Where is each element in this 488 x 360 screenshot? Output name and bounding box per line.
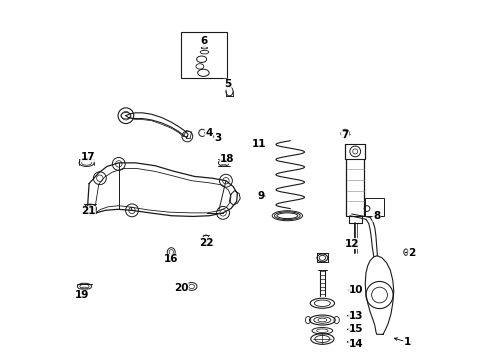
Text: 7: 7 <box>341 130 348 140</box>
Text: 4: 4 <box>204 128 212 138</box>
Text: 22: 22 <box>198 238 213 248</box>
Text: 8: 8 <box>372 211 380 221</box>
Text: 2: 2 <box>407 248 414 258</box>
Text: 11: 11 <box>252 139 266 149</box>
Text: 15: 15 <box>348 324 363 334</box>
Text: 6: 6 <box>201 36 208 46</box>
Text: 9: 9 <box>257 191 264 201</box>
Text: 10: 10 <box>348 285 363 295</box>
Text: 18: 18 <box>220 154 234 163</box>
Text: 13: 13 <box>348 311 363 321</box>
Text: 1: 1 <box>403 337 410 347</box>
Text: 19: 19 <box>75 290 89 300</box>
Text: 5: 5 <box>224 79 230 89</box>
Text: 3: 3 <box>214 133 221 143</box>
Text: 21: 21 <box>81 206 95 216</box>
Text: 12: 12 <box>344 239 358 249</box>
Text: 14: 14 <box>348 339 363 349</box>
Text: 20: 20 <box>173 283 188 293</box>
Text: 17: 17 <box>81 152 95 162</box>
Text: 16: 16 <box>163 254 178 264</box>
